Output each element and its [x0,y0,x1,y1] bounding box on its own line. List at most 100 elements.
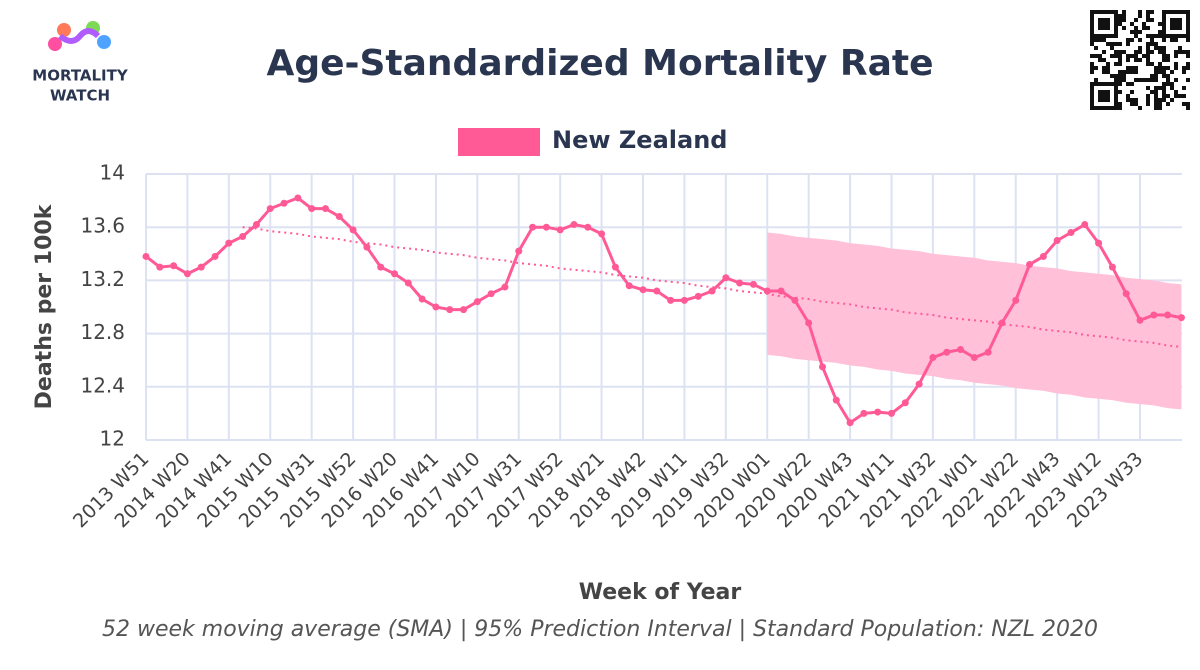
data-point [529,223,537,231]
qr-cell [1130,30,1134,34]
data-point [446,306,454,314]
qr-cell [1186,38,1190,42]
qr-cell [1162,90,1166,94]
qr-cell [1142,54,1146,58]
qr-cell [1162,74,1166,78]
qr-cell [1134,30,1138,34]
qr-cell [1158,46,1162,50]
logo-text: MORTALITY [32,67,129,85]
data-point [1053,237,1061,244]
qr-cell [1162,50,1166,54]
data-point [1150,311,1158,319]
qr-cell [1102,66,1106,70]
qr-cell [1138,78,1142,82]
qr-cell [1114,50,1118,54]
qr-cell [1118,102,1122,106]
qr-cell [1174,78,1178,82]
data-point [418,295,426,303]
data-point [363,243,371,251]
qr-cell [1126,38,1130,42]
qr-code [1090,10,1190,110]
qr-cell [1158,106,1162,110]
qr-cell [1102,58,1106,62]
qr-cell [1122,18,1126,22]
qr-cell [1134,102,1138,106]
data-point [791,296,799,304]
qr-cell [1158,34,1162,38]
qr-cell [1114,62,1118,66]
qr-cell [1146,86,1150,90]
qr-finder [1098,18,1110,30]
qr-cell [1126,98,1130,102]
qr-cell [1142,22,1146,26]
data-point [1039,252,1047,260]
logo-dot [97,35,111,49]
qr-cell [1150,38,1154,42]
data-point [377,263,385,271]
qr-cell [1106,62,1110,66]
qr-cell [1118,58,1122,62]
qr-cell [1154,46,1158,50]
data-point [1067,229,1075,237]
qr-cell [1138,14,1142,18]
data-point [1108,263,1116,271]
qr-cell [1122,10,1126,14]
qr-cell [1114,42,1118,46]
qr-cell [1094,46,1098,50]
qr-cell [1182,66,1186,70]
data-point [846,419,854,427]
qr-cell [1090,66,1094,70]
qr-cell [1182,70,1186,74]
data-point [225,239,233,247]
data-point [473,298,481,306]
qr-cell [1142,78,1146,82]
qr-cell [1126,58,1130,62]
qr-cell [1114,54,1118,58]
qr-cell [1098,38,1102,42]
qr-cell [1102,70,1106,74]
data-point [888,409,895,417]
qr-cell [1118,14,1122,18]
qr-cell [1186,62,1190,66]
logo-swirl [58,28,101,44]
qr-cell [1154,86,1158,90]
qr-cell [1166,66,1170,70]
y-tick-label: 13.2 [80,267,125,291]
data-line [145,196,1182,425]
qr-cell [1126,94,1130,98]
qr-cell [1158,70,1162,74]
qr-cell [1186,54,1190,58]
data-point [391,270,398,278]
qr-cell [1162,66,1166,70]
qr-cell [1166,58,1170,62]
data-point [556,226,564,234]
qr-cell [1118,78,1122,82]
qr-cell [1146,42,1150,46]
data-point [832,396,840,404]
qr-cell [1098,58,1102,62]
qr-cell [1166,82,1170,86]
data-point [998,319,1006,327]
data-point [901,399,909,407]
data-point [1012,296,1020,304]
qr-cell [1162,98,1166,102]
qr-finder [1090,10,1118,38]
qr-cell [1162,46,1166,50]
data-point [874,408,882,416]
qr-cell [1150,90,1154,94]
qr-cell [1186,50,1190,54]
qr-cell [1158,50,1162,54]
qr-cell [1138,46,1142,50]
qr-cell [1146,78,1150,82]
qr-finder [1162,10,1190,38]
qr-cell [1186,66,1190,70]
qr-cell [1122,70,1126,74]
qr-cell [1166,74,1170,78]
qr-cell [1134,78,1138,82]
qr-cell [1102,50,1106,54]
qr-cell [1150,74,1154,78]
qr-cell [1146,58,1150,62]
qr-cell [1182,50,1186,54]
qr-cell [1138,50,1142,54]
qr-cell [1106,70,1110,74]
